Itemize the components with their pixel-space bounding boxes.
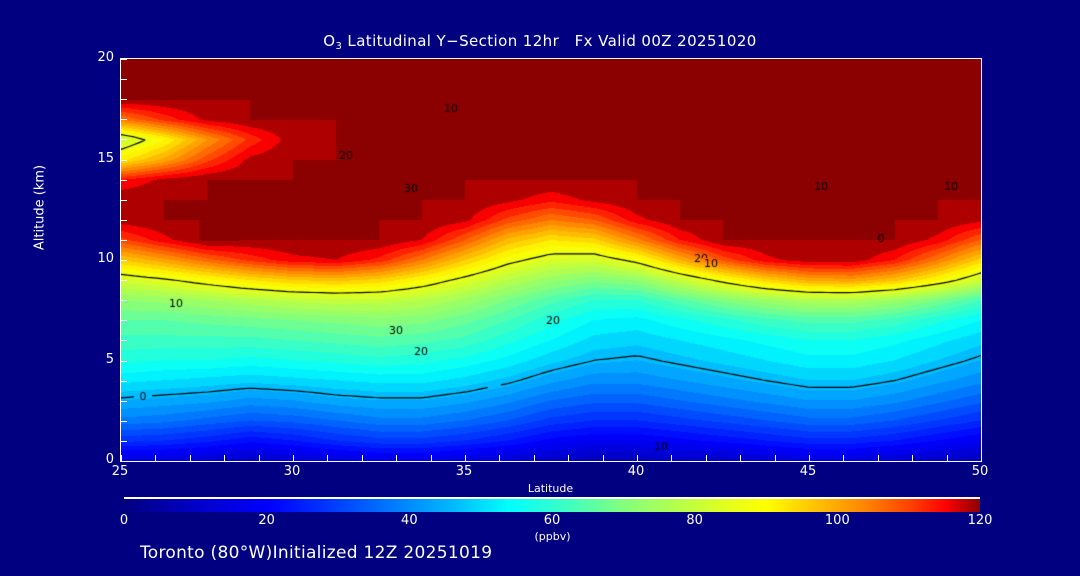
y-axis-tickmark [121,340,127,342]
y-axis-tickmark [121,59,127,60]
x-axis-tickmark [637,455,638,461]
x-axis-tickmark [912,455,914,461]
x-axis-tickmark [740,455,742,461]
y-axis-tickmark [121,219,127,221]
title-species-subscript: 3 [335,41,343,52]
y-axis-tickmark [121,461,127,462]
y-axis-tickmark [121,380,127,382]
y-axis-tickmark [121,260,127,261]
y-axis-tickmark [121,280,127,282]
cross-section-plot [120,58,982,462]
x-tick-label: 25 [111,464,129,479]
x-axis-tickmark [430,455,432,461]
y-tick-label: 20 [97,50,114,65]
colorbar-tick-label: 0 [119,513,129,528]
colorbar-tick-label: 120 [967,513,993,528]
x-axis-tickmark [533,455,535,461]
y-tick-label: 0 [105,452,114,467]
x-axis-tickmark [602,455,604,461]
colorbar-tick-label: 100 [824,513,850,528]
y-axis-tickmark [121,360,127,362]
y-tick-label: 15 [97,150,114,166]
colorbar [124,497,980,513]
x-axis-tickmark [946,455,948,461]
y-axis-tickmark [121,199,127,201]
y-axis-tickmark [121,400,127,402]
y-axis-tickmark [121,440,127,442]
y-axis-tickmark [121,139,127,141]
x-axis-tickmark [121,455,122,461]
x-tick-label: 45 [799,464,817,479]
x-axis-ticks: 25 30 35 40 45 50 [112,464,989,484]
footer-caption: Toronto (80°W)Initialized 12Z 20251019 [140,543,493,563]
title-species: O [323,32,336,50]
x-axis-tickmark [293,455,294,461]
y-axis-tickmark [121,300,127,302]
y-axis-tickmark [121,239,127,241]
colorbar-tick-label: 80 [686,513,703,528]
x-axis-tickmark [327,455,329,461]
contour-overlay [121,59,981,461]
x-axis-tickmark [843,455,845,461]
x-axis-tickmark [705,455,707,461]
colorbar-gradient [124,497,980,512]
colorbar-ticks: 0 20 40 60 80 100 120 [120,513,993,531]
y-axis-ticks: 0 5 10 15 20 [78,50,114,467]
colorbar-tick-label: 20 [258,513,275,528]
x-axis-tickmark [499,455,501,461]
y-axis-tickmark [121,420,127,422]
title-rest: Latitudinal Y−Section 12hr Fx Valid 00Z … [342,32,757,50]
y-axis-tickmark [121,320,127,322]
x-tick-label: 40 [627,464,645,479]
y-axis-tickmark [121,179,127,181]
x-axis-tickmark [258,455,260,461]
x-axis-tickmark [189,455,191,461]
x-axis-tickmark [981,455,982,461]
y-axis-tickmark [121,119,127,121]
y-axis-label: Altitude (km) [32,164,48,251]
y-axis-tickmark [121,99,127,101]
x-axis-tickmark [774,455,776,461]
x-axis-label: Latitude [527,482,574,495]
x-axis-tickmark [671,455,673,461]
x-axis-tickmark [465,455,466,461]
x-tick-label: 50 [971,464,989,479]
x-axis-tickmark [396,455,398,461]
x-tick-label: 30 [283,464,301,479]
colorbar-tick-label: 40 [401,513,418,528]
x-axis-tickmark [224,455,226,461]
x-axis-tickmark [155,455,157,461]
x-axis-tickmark [877,455,879,461]
x-tick-label: 35 [455,464,473,479]
colorbar-units-label: (ppbv) [534,530,571,543]
y-tick-label: 5 [105,351,114,367]
page-title: O3 Latitudinal Y−Section 12hr Fx Valid 0… [0,32,1080,52]
y-axis-tickmark [121,79,127,81]
x-axis-tickmark [809,455,810,461]
y-tick-label: 10 [97,251,114,266]
x-axis-tickmark [361,455,363,461]
y-axis-tickmark [121,159,127,161]
x-axis-tickmark [568,455,570,461]
colorbar-tick-label: 60 [543,513,561,528]
